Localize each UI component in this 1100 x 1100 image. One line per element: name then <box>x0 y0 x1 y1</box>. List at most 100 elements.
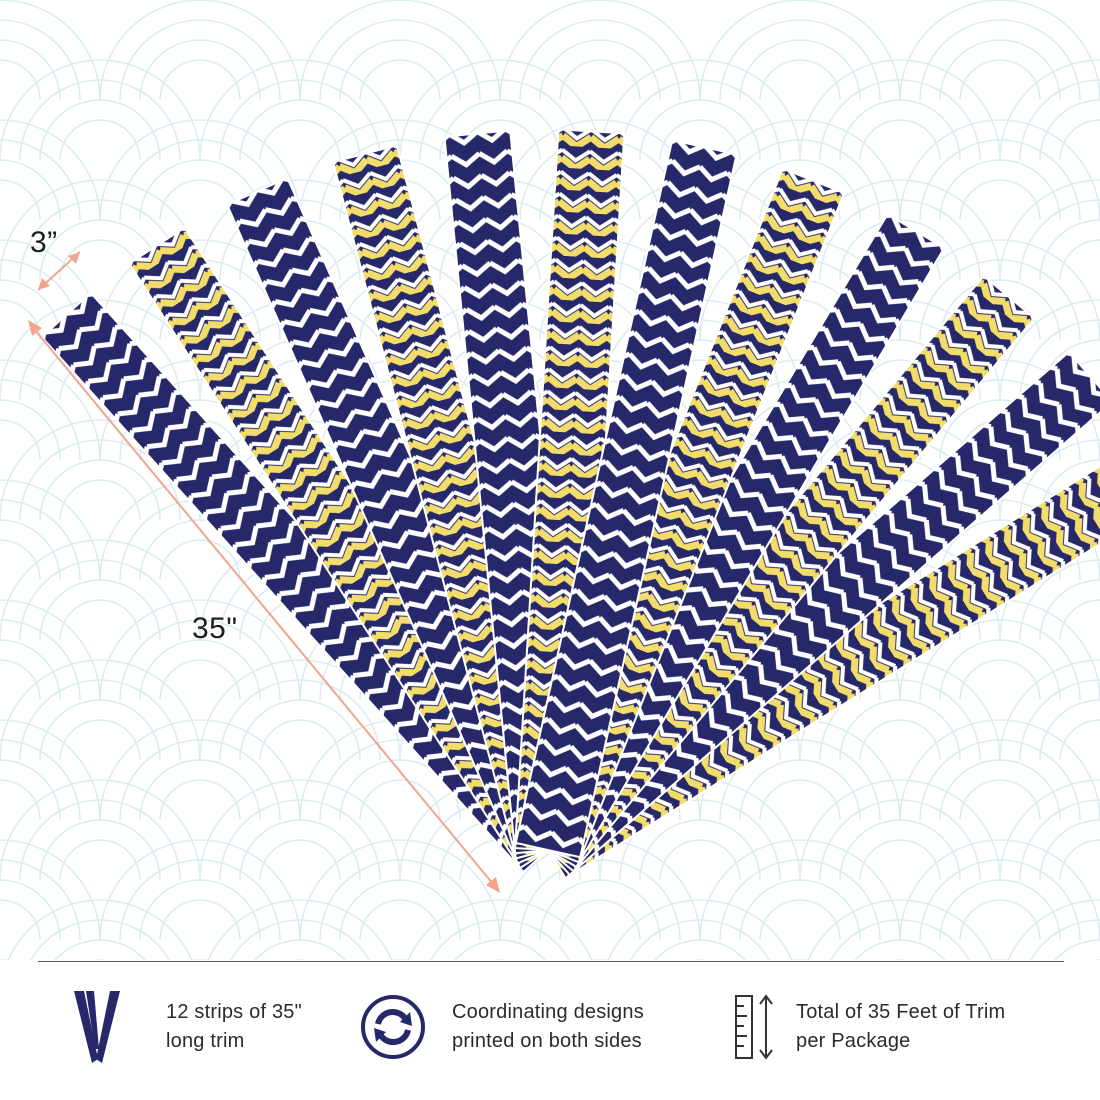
scallop-arc <box>807 899 993 960</box>
scallop-arc <box>39 819 161 881</box>
scallop-arc <box>0 839 101 941</box>
scallop-arc <box>439 99 561 161</box>
scallop-arc <box>999 299 1100 401</box>
scallop-arc <box>39 699 161 761</box>
scallop-arc <box>0 659 201 761</box>
scallop-arc <box>639 819 761 881</box>
scallop-arc <box>99 599 301 701</box>
measurement-guides <box>28 251 500 893</box>
feature-double-sided: Coordinating designs printed on both sid… <box>358 972 644 1082</box>
scallop-arc <box>239 699 361 761</box>
scallop-arc <box>699 839 901 941</box>
footer-divider <box>38 961 1064 962</box>
feature-line-1: 12 strips of 35" <box>166 1001 302 1023</box>
scallop-arc <box>399 59 601 161</box>
scallop-arc <box>959 659 1041 701</box>
scallop-arc <box>0 779 201 881</box>
scallop-arc <box>1059 119 1100 161</box>
scallop-arc <box>607 899 793 960</box>
scallop-arc <box>1039 819 1100 881</box>
scallop-arc <box>839 699 961 761</box>
scallop-arc <box>699 0 901 101</box>
scallop-arc <box>739 159 861 221</box>
scallop-arc <box>1054 939 1100 960</box>
scallop-arc <box>59 839 141 881</box>
scallop-arc <box>0 599 101 701</box>
scallop-arc <box>139 759 261 821</box>
scallop-arc <box>0 779 41 821</box>
scallop-arc <box>159 59 241 101</box>
scallop-arc <box>559 59 641 101</box>
feature-line-2: per Package <box>796 1030 911 1052</box>
scallop-arc <box>254 939 346 960</box>
scallop-arc <box>959 179 1041 221</box>
scallop-arc <box>1059 719 1100 761</box>
length-measure-line <box>29 323 499 891</box>
scallop-arc <box>0 0 101 101</box>
scallop-arc <box>629 919 771 960</box>
scallop-arc <box>959 779 1041 821</box>
scallop-arc <box>339 39 461 101</box>
scallop-arc <box>0 899 41 941</box>
scallop-arc <box>0 179 41 221</box>
scallop-arc <box>1039 699 1100 761</box>
scallop-arc <box>359 899 441 941</box>
scallop-arc <box>239 99 361 161</box>
scallop-arc <box>159 539 241 581</box>
scallop-arc <box>0 159 61 221</box>
scallop-arc <box>7 899 193 960</box>
scallop-arc <box>99 119 301 221</box>
feature-line-2: long trim <box>166 1030 245 1052</box>
scallop-arc <box>859 119 941 161</box>
scallop-arc <box>139 639 261 701</box>
scallop-arc <box>999 59 1100 161</box>
feature-line-2: printed on both sides <box>452 1030 642 1052</box>
scallop-arc <box>739 759 861 821</box>
scallop-arc <box>0 479 101 581</box>
scallop-arc <box>939 879 1061 941</box>
scallop-arc <box>899 839 1100 941</box>
scallop-arc <box>959 899 1041 941</box>
scallop-arc <box>799 59 1001 161</box>
scallop-arc <box>899 719 1100 821</box>
scallop-arc <box>799 779 1001 881</box>
scallop-arc <box>0 419 41 461</box>
scallop-arc <box>0 659 41 701</box>
scallop-arc <box>0 759 61 821</box>
trim-strip <box>514 138 738 859</box>
scallop-arc <box>1039 219 1100 281</box>
scallop-arc <box>39 99 161 161</box>
scallop-arc <box>739 879 861 941</box>
scallop-arc <box>999 179 1100 281</box>
scallop-arc <box>539 39 661 101</box>
scallop-arc <box>899 0 1100 101</box>
scallop-arc <box>659 839 741 881</box>
scallop-arc <box>899 119 1100 221</box>
scallop-arc <box>299 0 501 101</box>
scallop-arc <box>1059 239 1100 281</box>
scallop-arc <box>339 879 461 941</box>
length-arrow-end <box>486 877 500 893</box>
scallop-arc <box>1039 459 1100 521</box>
scallop-arc <box>29 919 171 960</box>
scallop-arc <box>0 639 61 701</box>
scallop-arc <box>839 99 961 161</box>
scallop-arc <box>939 159 1061 221</box>
scallop-arc <box>407 899 593 960</box>
scallop-arc <box>454 939 546 960</box>
strip-width-label: 3” <box>30 226 58 259</box>
scallop-arc <box>0 719 101 821</box>
scallop-arc <box>54 939 146 960</box>
scallop-arc <box>939 39 1061 101</box>
scallop-arc <box>199 59 401 161</box>
scallop-arc <box>959 59 1041 101</box>
scallop-arc <box>499 0 701 101</box>
scallop-arc <box>0 399 61 461</box>
scallop-arc <box>0 19 81 101</box>
scallop-arc <box>229 919 371 960</box>
scallop-arc <box>429 919 571 960</box>
product-illustration <box>0 0 1100 960</box>
feature-total-length: Total of 35 Feet of Trim per Package <box>730 972 1005 1082</box>
width-arrow-end <box>38 278 50 290</box>
scallop-arc <box>559 899 641 941</box>
